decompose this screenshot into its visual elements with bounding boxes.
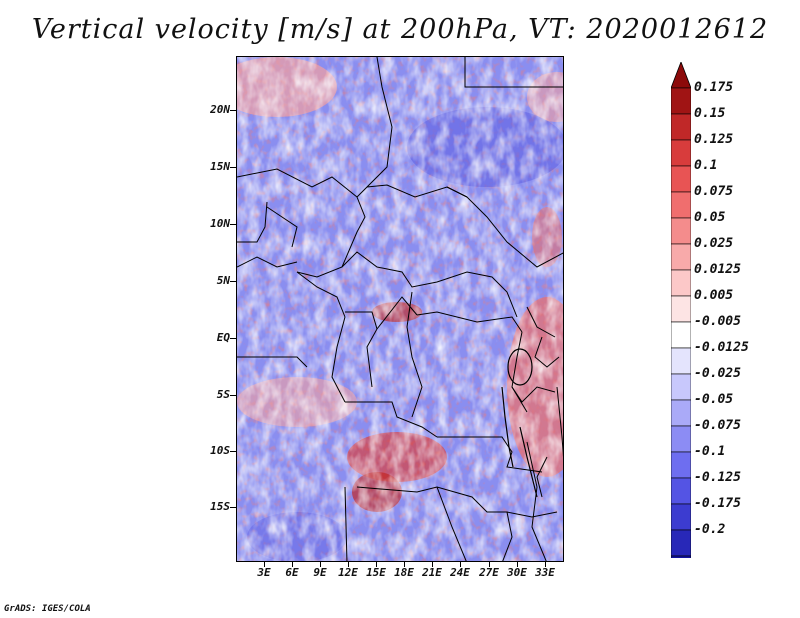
colorbar-swatch [671,217,691,245]
colorbar-label: 0.1 [694,158,718,173]
colorbar-swatch [671,113,691,141]
colorbar-label: 0.005 [694,288,734,303]
colorbar-label: -0.125 [694,470,741,485]
lat-tick [230,395,236,396]
lat-label-eq: EQ [216,331,230,344]
colorbar-label: 0.05 [694,210,726,225]
colorbar-swatch [671,243,691,271]
lon-tick [404,562,405,567]
colorbar-swatch [671,503,691,531]
lon-tick [489,562,490,567]
lon-tick [292,562,293,567]
colorbar-label: 0.0125 [694,262,741,277]
colorbar-label: -0.05 [694,392,734,407]
lon-label-18e: 18E [394,566,414,579]
lat-label-5n: 5N [216,274,230,287]
colorbar-swatch [671,165,691,193]
colorbar-swatch [671,373,691,401]
lon-label-30e: 30E [507,566,527,579]
lat-label-10s: 10S [210,444,230,457]
lat-tick [230,338,236,339]
lat-label-15s: 15S [210,500,230,513]
lon-label-12e: 12E [338,566,358,579]
lat-tick [230,224,236,225]
colorbar-label: 0.025 [694,236,734,251]
lon-label-3e: 3E [257,566,271,579]
lakes [501,348,538,498]
lat-tick [230,167,236,168]
colorbar-swatch [671,87,691,115]
lat-tick [230,451,236,452]
colorbar-label: -0.1 [694,444,726,459]
colorbar-label: 0.125 [694,132,734,147]
colorbar-label: 0.15 [694,106,726,121]
colorbar-swatch [671,555,691,558]
lat-label-15n: 15N [210,160,230,173]
colorbar-swatch [671,269,691,297]
lat-label-10n: 10N [210,217,230,230]
colorbar-label: -0.2 [694,522,726,537]
colorbar-label: -0.175 [694,496,741,511]
colorbar-label: 0.175 [694,80,734,95]
colorbar-label: -0.0125 [694,340,749,355]
colorbar-swatch [671,477,691,505]
colorbar-swatch [671,451,691,479]
lon-tick [264,562,265,567]
lon-tick [517,562,518,567]
lon-label-24e: 24E [450,566,470,579]
lon-label-33e: 33E [535,566,555,579]
map-title: Vertical velocity [m/s] at 200hPa, VT: 2… [31,14,769,45]
lon-label-27e: 27E [479,566,499,579]
colorbar-label: -0.075 [694,418,741,433]
lon-tick [432,562,433,567]
velocity-field [237,57,563,561]
lon-label-9e: 9E [313,566,327,579]
colorbar-label: -0.005 [694,314,741,329]
lon-label-21e: 21E [422,566,442,579]
colorbar-swatch [671,139,691,167]
lon-tick [545,562,546,567]
map-area[interactable] [236,56,564,562]
colorbar-label: 0.075 [694,184,734,199]
grads-credit: GrADS: IGES/COLA [4,604,91,614]
colorbar-swatch [671,295,691,323]
lon-label-6e: 6E [285,566,299,579]
colorbar-swatch [671,529,691,557]
colorbar-label: -0.025 [694,366,741,381]
streak-texture [237,57,563,561]
colorbar-arrow-top [671,62,691,89]
lon-tick [376,562,377,567]
colorbar-swatch [671,321,691,349]
lat-tick [230,507,236,508]
colorbar-swatch [671,191,691,219]
lon-tick [320,562,321,567]
colorbar [671,62,691,558]
colorbar-swatch [671,347,691,375]
colorbar-swatch [671,399,691,427]
colorbar-swatch [671,425,691,453]
lat-label-20n: 20N [210,103,230,116]
lon-label-15e: 15E [366,566,386,579]
lon-tick [460,562,461,567]
lat-tick [230,110,236,111]
lat-tick [230,281,236,282]
country-borders [237,57,563,561]
lon-tick [348,562,349,567]
lat-label-5s: 5S [216,388,230,401]
